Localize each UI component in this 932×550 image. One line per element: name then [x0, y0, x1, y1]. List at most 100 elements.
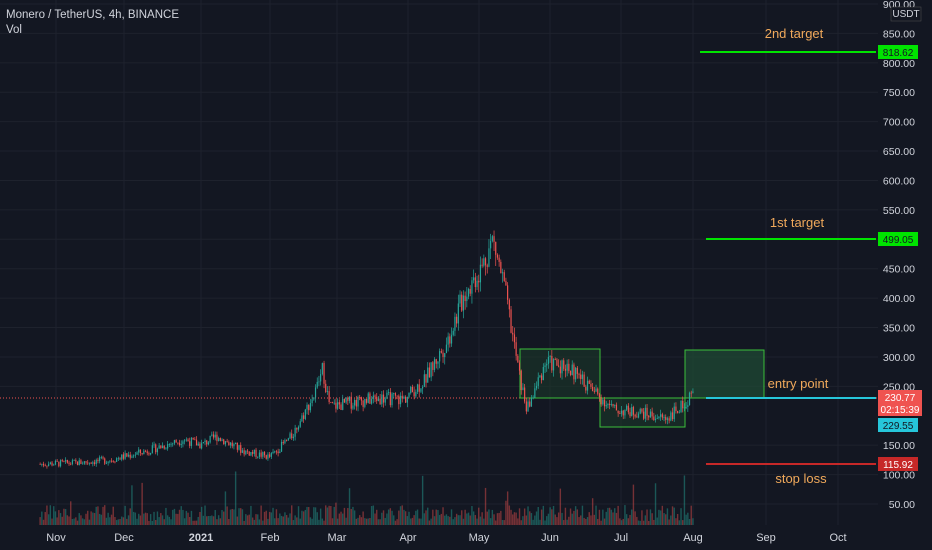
candle-body	[568, 363, 570, 371]
volume-bar	[466, 513, 468, 525]
candle-body	[93, 462, 96, 464]
candle-body	[279, 451, 281, 454]
volume-bar	[328, 505, 330, 525]
candle-body	[670, 412, 672, 421]
volume-bar	[495, 520, 497, 525]
volume-indicator-label[interactable]: Vol	[6, 24, 22, 36]
volume-bar	[593, 514, 596, 525]
volume-bar	[158, 517, 160, 525]
volume-bar	[274, 518, 276, 525]
volume-bar	[195, 520, 198, 525]
volume-bar	[352, 506, 354, 525]
volume-bar	[551, 509, 553, 525]
candle-body	[619, 413, 621, 414]
candle-body	[580, 374, 582, 379]
volume-bar	[508, 505, 511, 525]
volume-bar	[155, 519, 157, 525]
volume-bar	[464, 509, 466, 525]
candle-body	[433, 359, 436, 370]
candle-body	[92, 462, 94, 464]
candle-body	[452, 330, 454, 335]
volume-bar	[183, 518, 186, 525]
candle-body	[675, 406, 677, 411]
candle-body	[195, 439, 198, 446]
candle-body	[559, 366, 561, 374]
volume-bar	[229, 509, 232, 525]
candle-body	[643, 411, 645, 419]
volume-bar	[661, 505, 664, 525]
candle-body	[187, 439, 189, 442]
candle-body	[457, 303, 459, 324]
candle-body	[517, 355, 519, 363]
candle-body	[479, 264, 482, 283]
candle-body	[367, 393, 369, 403]
candle-body	[352, 405, 354, 409]
candle-body	[449, 336, 451, 344]
volume-bar	[214, 510, 216, 525]
volume-bar	[333, 506, 335, 525]
candle-body	[466, 296, 468, 302]
time-tick-label: Nov	[46, 532, 66, 544]
volume-bar	[189, 517, 191, 525]
candle-body	[413, 392, 415, 397]
volume-bar	[534, 515, 536, 525]
candle-body	[262, 452, 264, 457]
price-tick-label: 400.00	[883, 293, 915, 305]
projection-box[interactable]	[684, 349, 765, 399]
candles	[39, 230, 694, 469]
candle-body	[626, 405, 628, 410]
candle-body	[661, 414, 663, 418]
volume-bar	[512, 514, 514, 525]
candle-body	[609, 403, 611, 405]
candle-body	[422, 386, 424, 389]
volume-bar	[501, 519, 504, 525]
volume-bar	[637, 520, 640, 525]
volume-bar	[530, 513, 533, 525]
candle-body	[541, 375, 543, 381]
volume-bar	[172, 509, 174, 525]
candle-body	[76, 461, 79, 466]
volume-bar	[236, 516, 239, 525]
volume-bar	[194, 520, 196, 525]
volume-bar	[447, 516, 449, 525]
price-tick-label: 900.00	[883, 0, 915, 11]
candle-body	[218, 438, 220, 441]
candle-body	[185, 439, 187, 441]
volume-bar	[78, 513, 80, 525]
volume-bar	[304, 509, 307, 525]
candle-body	[534, 388, 536, 398]
volume-bar	[563, 520, 565, 525]
volume-bar	[348, 488, 351, 525]
volume-bar	[619, 518, 621, 525]
volume-bar	[600, 520, 602, 525]
price-tick-label: 750.00	[883, 87, 915, 99]
volume-bar	[549, 507, 551, 525]
candle-body	[552, 359, 555, 371]
volume-bar	[496, 513, 499, 525]
candle-body	[316, 381, 318, 388]
candle-body	[53, 464, 55, 466]
target1-price: 499.05	[883, 235, 914, 246]
candle-body	[236, 442, 238, 450]
candle-body	[680, 400, 682, 413]
volume-bar	[318, 519, 320, 525]
volume-bar	[574, 506, 577, 525]
candle-body	[627, 405, 629, 413]
volume-bar	[357, 517, 359, 525]
candle-body	[476, 280, 478, 288]
price-tick-label: 150.00	[883, 440, 915, 452]
volume-bar	[659, 510, 662, 525]
candle-body	[507, 285, 509, 300]
volume-bar	[326, 507, 329, 525]
volume-bar	[204, 505, 206, 525]
candle-body	[44, 465, 46, 467]
candle-body	[173, 440, 176, 444]
candle-body	[182, 441, 184, 444]
symbol-title[interactable]: Monero / TetherUS, 4h, BINANCE	[6, 9, 179, 21]
candle-body	[530, 398, 533, 407]
volume-bar	[279, 513, 281, 525]
volume-bar	[615, 512, 618, 525]
time-axis[interactable]: Nov Dec 2021 Feb Mar Apr May Jun Jul Aug Sep Oct	[46, 532, 846, 544]
